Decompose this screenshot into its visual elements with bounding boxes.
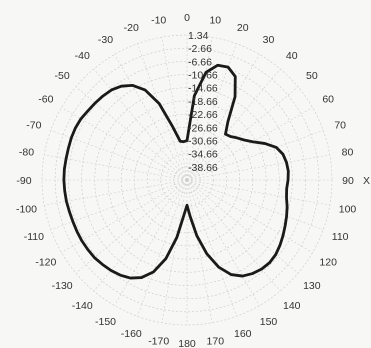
grid-spoke-260 — [44, 179, 188, 206]
grid-ring-5 — [107, 100, 267, 260]
angle-tick-60: 60 — [322, 94, 334, 106]
grid-spoke-280 — [44, 154, 188, 181]
angle-tick--120: -120 — [35, 257, 56, 269]
grid-spoke-160 — [186, 179, 237, 317]
angle-tick--20: -20 — [124, 22, 139, 34]
angle-tick-130: 130 — [303, 280, 321, 292]
radial-tick-labels: 1.34-2.66-6.66 -10.66-14.66-18.66-22.66-2… — [188, 30, 218, 174]
radial-tick-5: -18.66 — [188, 96, 218, 108]
angle-tick-120: 120 — [319, 257, 337, 269]
radial-tick-7: -26.66 — [188, 122, 218, 134]
angle-tick--140: -140 — [72, 300, 93, 312]
grid-ring-1 — [54, 47, 320, 313]
grid-spoke-210 — [114, 179, 188, 306]
angle-tick-labels: -170-160-150-140-130-120-110-100-90-80-7… — [16, 12, 356, 348]
angle-tick--150: -150 — [95, 316, 116, 328]
radial-tick-4: -14.66 — [188, 83, 218, 95]
grid-spoke-130 — [186, 179, 299, 274]
angle-tick-160: 160 — [234, 328, 252, 340]
angle-tick--60: -60 — [38, 94, 53, 106]
grid-spoke-170 — [186, 179, 213, 323]
angle-tick--70: -70 — [26, 119, 41, 131]
angle-tick--40: -40 — [75, 50, 90, 62]
angle-tick-80: 80 — [342, 147, 354, 159]
radial-tick-2: -6.66 — [188, 56, 212, 68]
grid-spoke-330 — [114, 54, 188, 181]
angle-tick--100: -100 — [16, 203, 37, 215]
grid-spoke-80 — [186, 154, 330, 181]
grid-spoke-300 — [61, 107, 188, 181]
grid-spoke-220 — [93, 179, 188, 292]
angle-tick--90: -90 — [16, 175, 31, 187]
grid-spoke-110 — [186, 179, 324, 230]
grid-spoke-340 — [137, 43, 188, 181]
angle-tick--10: -10 — [151, 14, 166, 26]
angle-tick-140: 140 — [283, 300, 301, 312]
grid-spoke-320 — [93, 68, 188, 181]
grid-spoke-200 — [137, 179, 188, 317]
angle-tick--50: -50 — [55, 70, 70, 82]
angle-tick-150: 150 — [260, 316, 278, 328]
grid-spoke-240 — [61, 179, 188, 253]
grid-ring-8 — [147, 140, 227, 220]
angle-tick-100: 100 — [339, 203, 357, 215]
radial-tick-9: -34.66 — [188, 149, 218, 161]
grid-spoke-10 — [186, 37, 213, 181]
angle-tick--30: -30 — [98, 34, 113, 46]
grid-ring-2 — [68, 61, 306, 299]
grid-spoke-120 — [186, 179, 313, 253]
radial-tick-8: -30.66 — [188, 135, 218, 147]
angle-tick--130: -130 — [52, 280, 73, 292]
grid-spoke-60 — [186, 107, 313, 181]
radial-tick-1: -2.66 — [188, 43, 212, 55]
grid-spoke-40 — [186, 68, 281, 181]
angle-axis-label: X — [363, 175, 370, 187]
angle-tick-180: 180 — [178, 338, 196, 348]
angle-tick-30: 30 — [263, 34, 275, 46]
angle-tick-0: 0 — [184, 12, 190, 24]
polar-grid — [41, 34, 333, 326]
grid-spoke-350 — [161, 37, 188, 181]
grid-spoke-100 — [186, 179, 330, 206]
grid-spoke-140 — [186, 179, 281, 292]
grid-spoke-190 — [161, 179, 188, 323]
grid-spoke-50 — [186, 86, 299, 181]
grid-spoke-290 — [50, 130, 188, 181]
grid-spoke-70 — [186, 130, 324, 181]
grid-spoke-150 — [186, 179, 260, 306]
angle-tick--170: -170 — [148, 336, 169, 348]
angle-tick-40: 40 — [286, 50, 298, 62]
angle-tick-170: 170 — [207, 336, 225, 348]
pattern-line — [62, 63, 290, 280]
angle-tick-90: 90 — [342, 175, 354, 187]
angle-tick-70: 70 — [334, 119, 346, 131]
angle-tick-20: 20 — [237, 22, 249, 34]
radial-tick-0: 1.34 — [188, 30, 209, 42]
radial-tick-3: -10.66 — [188, 70, 218, 82]
angle-tick-110: 110 — [332, 231, 349, 243]
pattern-series — [62, 63, 290, 280]
angle-tick--160: -160 — [121, 328, 142, 340]
radial-tick-10: -38.66 — [188, 162, 218, 174]
radial-tick-6: -22.66 — [188, 109, 218, 121]
grid-spoke-30 — [186, 54, 260, 181]
angle-tick-50: 50 — [306, 70, 318, 82]
angle-tick-10: 10 — [209, 14, 221, 26]
angle-tick--80: -80 — [19, 147, 34, 159]
angle-tick--110: -110 — [24, 231, 44, 243]
